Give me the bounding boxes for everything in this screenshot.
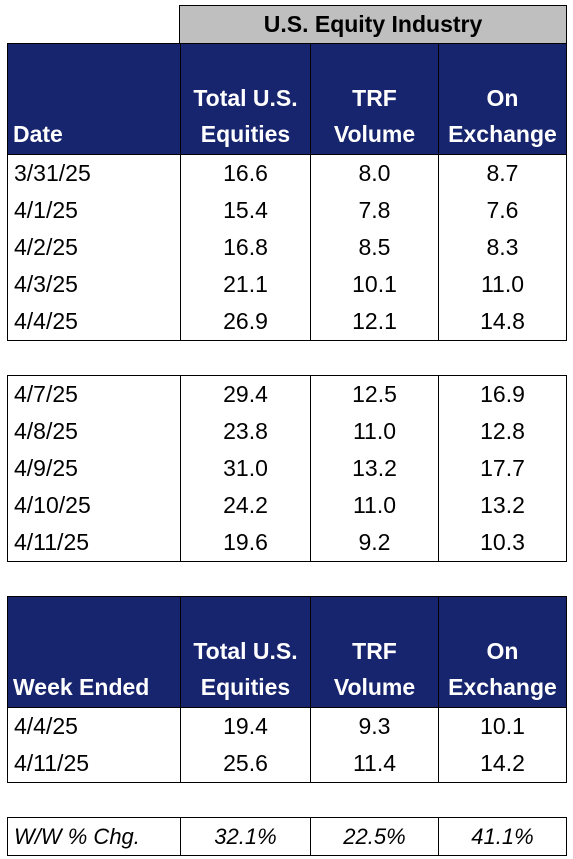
trf-cell: 8.0 <box>310 155 438 192</box>
total-cell: 19.6 <box>180 524 310 561</box>
table-row: 4/4/25 19.4 9.3 10.1 <box>8 708 566 745</box>
total-cell: 31.0 <box>180 450 310 487</box>
total-cell: 21.1 <box>180 266 310 303</box>
header-week-ended: Week Ended <box>13 674 150 700</box>
on-exchange-cell: 14.2 <box>438 745 566 782</box>
date-cell: 4/3/25 <box>14 271 78 297</box>
trf-cell: 13.2 <box>310 450 438 487</box>
header-on-exchange: On Exchange <box>438 597 566 707</box>
table-row: 4/11/25 19.6 9.2 10.3 <box>8 524 566 561</box>
date-cell: 4/1/25 <box>14 197 78 223</box>
on-exchange-cell: 8.7 <box>438 155 566 192</box>
header-trf: TRF Volume <box>310 44 438 154</box>
on-exchange-cell: 17.7 <box>438 450 566 487</box>
trf-cell: 12.5 <box>310 376 438 413</box>
table-row: 4/8/25 23.8 11.0 12.8 <box>8 413 566 450</box>
date-cell: 4/4/25 <box>14 713 78 739</box>
header-date: Date <box>13 121 63 147</box>
date-cell: 3/31/25 <box>14 160 91 186</box>
date-cell: 4/10/25 <box>14 492 91 518</box>
total-cell: 16.8 <box>180 229 310 266</box>
header-total: Total U.S. Equities <box>180 44 310 154</box>
on-exchange-cell: 10.1 <box>438 708 566 745</box>
total-cell: 23.8 <box>180 413 310 450</box>
total-cell: 26.9 <box>180 303 310 340</box>
header-trf: TRF Volume <box>310 597 438 707</box>
date-cell: 4/8/25 <box>14 418 78 444</box>
ww-trf: 22.5% <box>310 818 438 855</box>
total-cell: 29.4 <box>180 376 310 413</box>
daily-header: Date Total U.S. Equities TRF Volume On Exch… <box>7 43 567 155</box>
weekly-block: 4/4/25 19.4 9.3 10.1 4/11/25 25.6 11.4 1… <box>7 708 567 783</box>
on-exchange-cell: 12.8 <box>438 413 566 450</box>
on-exchange-cell: 10.3 <box>438 524 566 561</box>
date-cell: 4/11/25 <box>14 750 90 776</box>
table-row: 4/4/25 26.9 12.1 14.8 <box>8 303 566 340</box>
ww-total: 32.1% <box>180 818 310 855</box>
table-row: 4/11/25 25.6 11.4 14.2 <box>8 745 566 782</box>
date-cell: 4/11/25 <box>14 529 90 555</box>
total-cell: 16.6 <box>180 155 310 192</box>
weekly-header: Week Ended Total U.S. Equities TRF Volume … <box>7 596 567 708</box>
trf-cell: 7.8 <box>310 192 438 229</box>
on-exchange-cell: 8.3 <box>438 229 566 266</box>
trf-cell: 12.1 <box>310 303 438 340</box>
industry-title: U.S. Equity Industry <box>179 5 567 43</box>
on-exchange-cell: 7.6 <box>438 192 566 229</box>
total-cell: 24.2 <box>180 487 310 524</box>
total-cell: 19.4 <box>180 708 310 745</box>
trf-cell: 9.3 <box>310 708 438 745</box>
header-on-exchange: On Exchange <box>438 44 566 154</box>
trf-cell: 8.5 <box>310 229 438 266</box>
ww-change-block: W/W % Chg. 32.1% 22.5% 41.1% <box>7 817 567 856</box>
ww-label: W/W % Chg. <box>14 823 140 849</box>
date-cell: 4/2/25 <box>14 234 78 260</box>
table-row: 4/2/25 16.8 8.5 8.3 <box>8 229 566 266</box>
trf-cell: 11.0 <box>310 487 438 524</box>
date-cell: 4/9/25 <box>14 455 78 481</box>
on-exchange-cell: 11.0 <box>438 266 566 303</box>
daily-block-week2: 4/7/25 29.4 12.5 16.9 4/8/25 23.8 11.0 1… <box>7 375 567 562</box>
table-row: 4/9/25 31.0 13.2 17.7 <box>8 450 566 487</box>
trf-cell: 11.0 <box>310 413 438 450</box>
trf-cell: 10.1 <box>310 266 438 303</box>
header-total: Total U.S. Equities <box>180 597 310 707</box>
table-row: 4/10/25 24.2 11.0 13.2 <box>8 487 566 524</box>
total-cell: 25.6 <box>180 745 310 782</box>
table-row: 4/3/25 21.1 10.1 11.0 <box>8 266 566 303</box>
date-cell: 4/4/25 <box>14 308 78 334</box>
on-exchange-cell: 16.9 <box>438 376 566 413</box>
date-cell: 4/7/25 <box>14 381 78 407</box>
trf-cell: 9.2 <box>310 524 438 561</box>
ww-on-exchange: 41.1% <box>438 818 566 855</box>
daily-block-week1: 3/31/25 16.6 8.0 8.7 4/1/25 15.4 7.8 7.6… <box>7 155 567 341</box>
trf-cell: 11.4 <box>310 745 438 782</box>
table-row: 4/7/25 29.4 12.5 16.9 <box>8 376 566 413</box>
on-exchange-cell: 14.8 <box>438 303 566 340</box>
table-row: 3/31/25 16.6 8.0 8.7 <box>8 155 566 192</box>
ww-change-row: W/W % Chg. 32.1% 22.5% 41.1% <box>8 818 566 855</box>
on-exchange-cell: 13.2 <box>438 487 566 524</box>
table-row: 4/1/25 15.4 7.8 7.6 <box>8 192 566 229</box>
total-cell: 15.4 <box>180 192 310 229</box>
